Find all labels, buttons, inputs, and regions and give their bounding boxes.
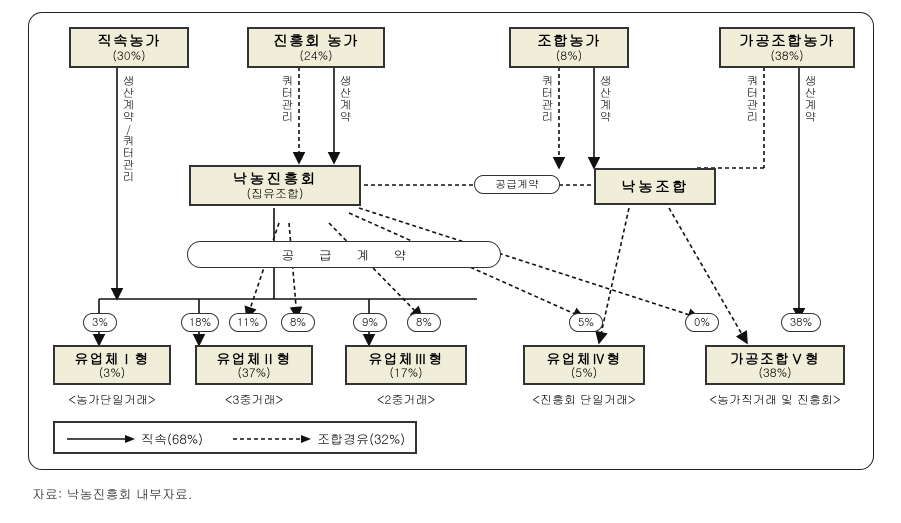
edge-label-c4r: 생산계약 — [804, 75, 816, 123]
arrow-solid-icon — [65, 434, 135, 444]
pct-pill-8: 0% — [685, 313, 719, 332]
node-pct: (24%) — [255, 49, 377, 63]
node-nakjo: 낙농조합 — [594, 168, 716, 205]
node-pct: (38%) — [713, 366, 837, 380]
source-note: 자료: 낙농진흥회 내부자료. — [32, 484, 192, 503]
caption-1: <농가단일거래> — [53, 391, 171, 408]
node-title: 낙농조합 — [602, 178, 708, 195]
node-type1: 유업체Ⅰ형 (3%) — [53, 345, 171, 385]
edge-label-c3r: 생산계약 — [599, 75, 611, 123]
caption-4: <진흥회 단일거래> — [513, 391, 655, 408]
pill-supply-contract-wide: 공 급 계 약 — [187, 241, 501, 268]
edge-label-c3l: 쿼터관리 — [541, 75, 553, 123]
caption-5: <농가직거래 및 진흥회> — [689, 391, 861, 408]
pct-pill-6: 8% — [407, 313, 441, 332]
legend-box: 직속(68%) 조합경유(32%) — [53, 421, 417, 454]
node-pct: (8%) — [517, 49, 621, 63]
node-pct: (3%) — [61, 366, 163, 380]
edge-label-c4l: 쿼터관리 — [746, 75, 758, 123]
node-pct: (38%) — [727, 49, 847, 63]
node-type5: 가공조합Ⅴ형 (38%) — [705, 345, 845, 385]
pct-pill-5: 9% — [353, 313, 387, 332]
node-type2: 유업체Ⅱ형 (37%) — [195, 345, 313, 385]
node-johap-farm: 조합농가 (8%) — [509, 27, 629, 68]
node-sub: (집유조합) — [197, 187, 353, 201]
edge-label-c2r: 생산계약 — [339, 75, 351, 123]
legend-solid-label: 직속(68%) — [141, 429, 203, 448]
legend-solid: 직속(68%) — [65, 429, 203, 448]
node-pct: (30%) — [77, 49, 181, 63]
node-nakjin: 낙농진흥회 (집유조합) — [189, 165, 361, 206]
node-type4: 유업체Ⅳ형 (5%) — [523, 345, 645, 385]
node-pct: (37%) — [203, 366, 305, 380]
node-pct: (17%) — [353, 366, 459, 380]
pct-pill-9: 38% — [781, 313, 821, 332]
diagram-frame: 직속농가 (30%) 진흥회 농가 (24%) 조합농가 (8%) 가공조합농가… — [28, 12, 874, 470]
pct-pill-1: 3% — [83, 313, 117, 332]
legend-dotted-label: 조합경유(32%) — [317, 429, 405, 448]
edge-label-c2l: 쿼터관리 — [281, 75, 293, 123]
caption-2: <3중거래> — [195, 391, 313, 408]
pct-pill-2: 18% — [181, 313, 219, 332]
node-pct: (5%) — [531, 366, 637, 380]
arrow-dotted-icon — [231, 434, 311, 444]
node-type3: 유업체Ⅲ형 (17%) — [345, 345, 467, 385]
caption-3: <2중거래> — [345, 391, 467, 408]
legend-dotted: 조합경유(32%) — [231, 429, 405, 448]
pill-supply-contract-small: 공급계약 — [474, 175, 560, 194]
pct-pill-7: 5% — [569, 313, 603, 332]
pct-pill-3: 11% — [229, 313, 267, 332]
node-direct-farm: 직속농가 (30%) — [69, 27, 189, 68]
pct-pill-4: 8% — [281, 313, 315, 332]
node-gagong-farm: 가공조합농가 (38%) — [719, 27, 855, 68]
edge-label-left: 생산계약/쿼터관리 — [122, 75, 134, 183]
node-jinheung-farm: 진흥회 농가 (24%) — [247, 27, 385, 68]
